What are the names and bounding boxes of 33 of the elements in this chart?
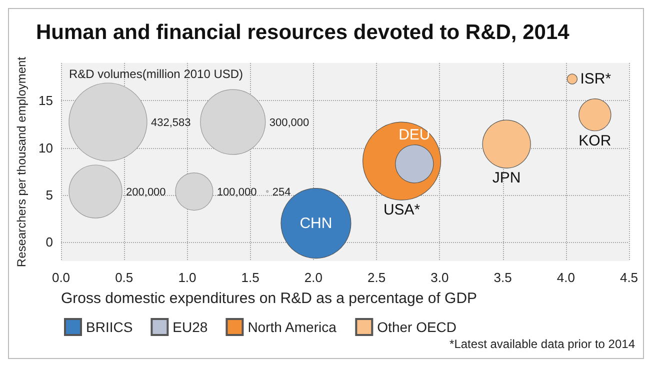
legend-title: R&D volumes(million 2010 USD) <box>69 67 244 81</box>
annotation: ISR* <box>580 70 612 88</box>
chart-title: Human and financial resources devoted to R&D, 2014 <box>36 21 570 44</box>
x-tick-label: 1.5 <box>241 270 260 285</box>
annotation: USA* <box>383 202 420 219</box>
x-tick-label: 1.0 <box>178 270 196 285</box>
x-tick-label: 0.0 <box>52 270 70 285</box>
x-tick-label: 4.5 <box>620 270 638 285</box>
legend-label: 432,583 <box>151 117 191 129</box>
x-tick-label: 2.0 <box>304 270 322 285</box>
annotation: JPN <box>492 170 521 187</box>
x-tick-label: 3.0 <box>430 270 449 285</box>
y-tick-label: 10 <box>38 140 53 156</box>
y-tick-label: 0 <box>46 234 53 250</box>
x-tick-label: 4.0 <box>556 270 575 285</box>
x-axis-title: Gross domestic expenditures on R&D as a percentage of GDP <box>61 290 478 307</box>
legend-label: 100,000 <box>216 186 257 199</box>
x-tick-label: 2.5 <box>368 270 386 285</box>
legend-label: 300,000 <box>269 117 310 129</box>
legend-label: North America <box>248 319 337 335</box>
x-tick-label: 3.5 <box>494 270 512 285</box>
legend-label: 254 <box>272 186 291 199</box>
y-tick-label: 5 <box>46 188 53 202</box>
annotation: DEU <box>398 126 430 144</box>
legend-label: EU28 <box>172 319 208 335</box>
legend-label: BRIICS <box>86 319 133 335</box>
x-tick-label: 0.5 <box>115 270 134 285</box>
text: *Latest available data prior to 2014 <box>450 337 636 351</box>
y-tick-label: 15 <box>38 93 53 108</box>
y-axis-title: Researchers per thousand employment <box>14 56 29 268</box>
legend-label: 200,000 <box>126 186 166 199</box>
legend-label: Other OECD <box>377 319 457 335</box>
annotation: KOR <box>578 132 612 150</box>
